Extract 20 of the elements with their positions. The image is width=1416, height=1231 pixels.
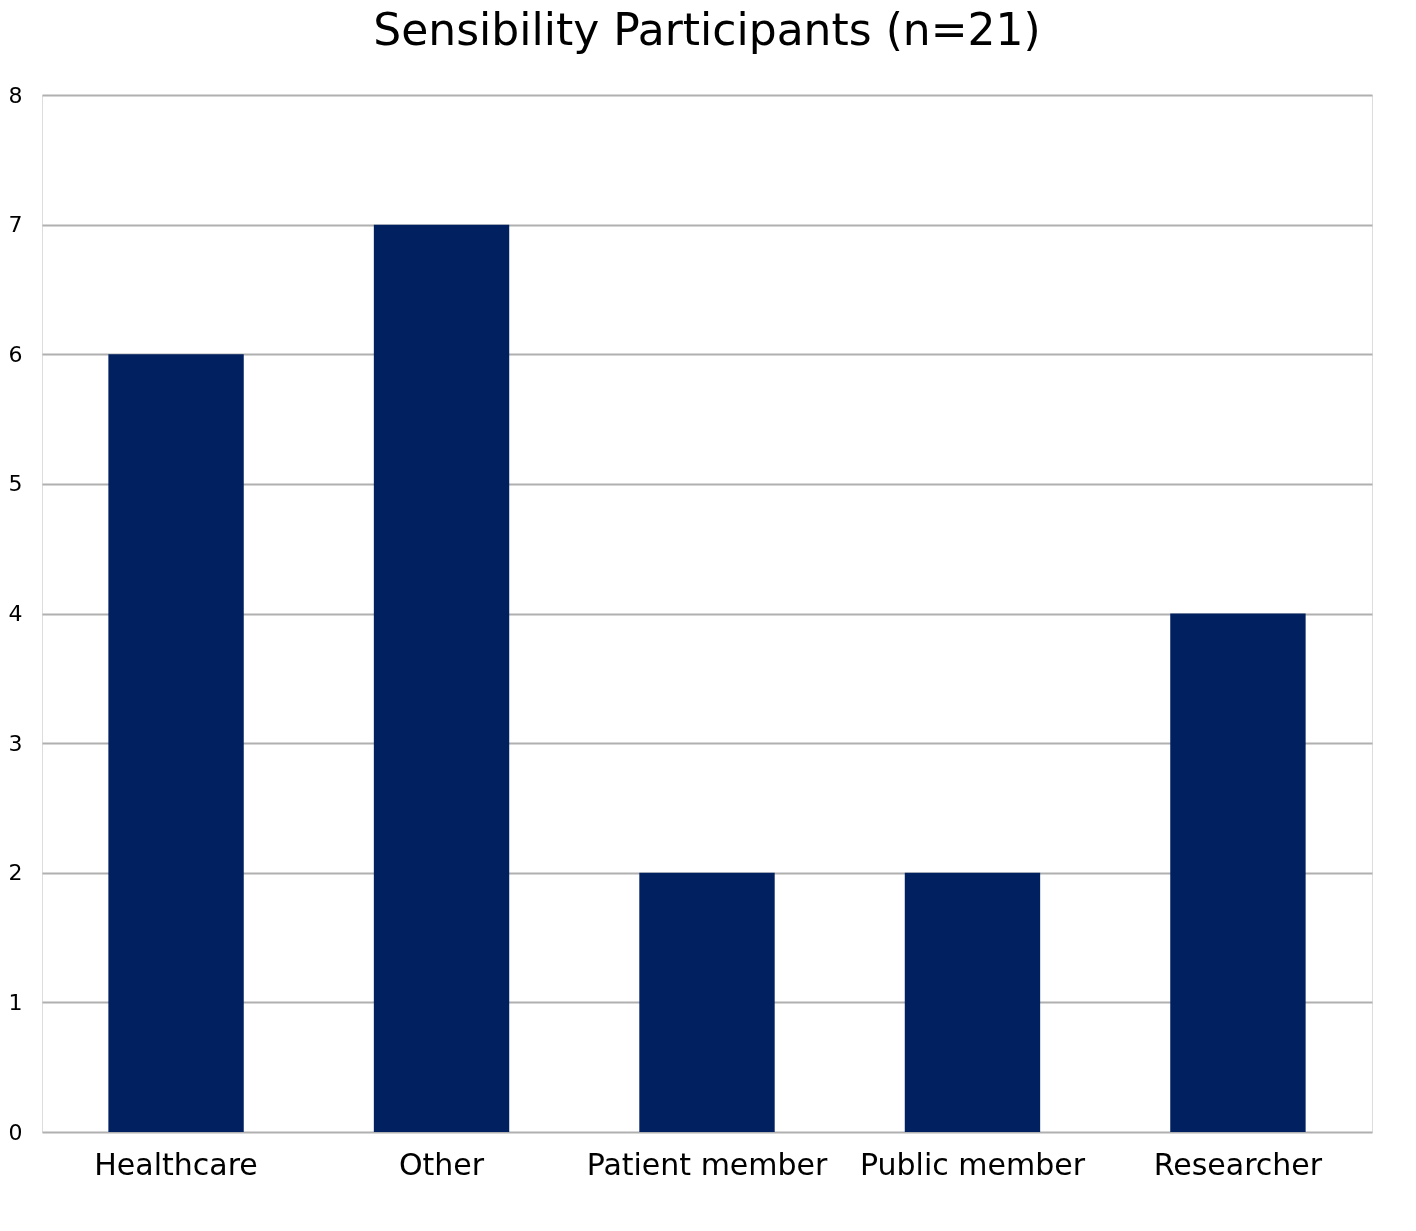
bar <box>373 224 510 1132</box>
y-tick-label: 8 <box>8 82 23 108</box>
y-tick-label: 1 <box>8 989 23 1015</box>
x-tick-label: Healthcare <box>94 1146 258 1182</box>
y-tick-label: 2 <box>8 860 23 886</box>
y-tick-label: 7 <box>8 212 23 238</box>
chart-title: Sensibility Participants (n=21) <box>373 4 1041 55</box>
x-tick-label: Other <box>398 1146 485 1182</box>
bar <box>108 354 244 1132</box>
x-tick-label: Public member <box>859 1146 1086 1182</box>
x-tick-label: Researcher <box>1153 1146 1323 1182</box>
y-tick-label: 5 <box>8 471 23 497</box>
x-tick-label: Patient member <box>586 1146 829 1182</box>
y-tick-label: 3 <box>8 730 23 756</box>
bar <box>1170 613 1306 1132</box>
y-tick-label: 6 <box>8 341 23 367</box>
y-tick-label: 0 <box>8 1119 23 1145</box>
y-tick-label: 4 <box>8 601 23 626</box>
bar <box>639 872 775 1132</box>
bar <box>904 872 1041 1132</box>
